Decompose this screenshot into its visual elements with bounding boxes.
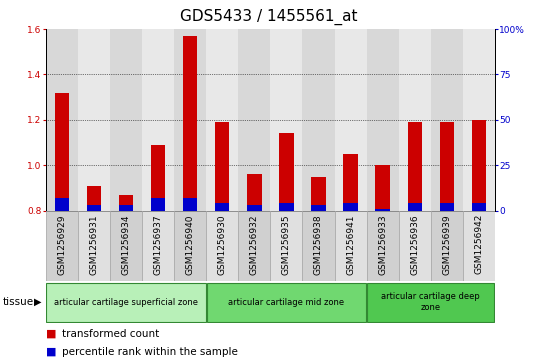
Bar [206, 29, 238, 211]
Bar [472, 120, 486, 211]
Bar [366, 29, 399, 211]
Bar [335, 29, 366, 211]
Bar [335, 211, 366, 281]
Bar [247, 205, 261, 211]
Text: GSM1256940: GSM1256940 [186, 214, 195, 274]
Text: GSM1256942: GSM1256942 [475, 214, 484, 274]
Bar [142, 211, 174, 281]
Bar [463, 211, 495, 281]
Bar [247, 174, 261, 211]
Bar [206, 211, 238, 281]
Bar [119, 195, 133, 211]
Text: GSM1256930: GSM1256930 [218, 214, 226, 275]
Bar [207, 282, 366, 322]
Bar [399, 211, 431, 281]
Bar [174, 29, 206, 211]
Text: articular cartilage deep
zone: articular cartilage deep zone [381, 293, 480, 312]
Bar [366, 211, 399, 281]
Bar [312, 205, 325, 211]
Bar [110, 211, 142, 281]
Text: percentile rank within the sample: percentile rank within the sample [62, 347, 238, 357]
Bar [376, 165, 390, 211]
Bar [87, 185, 101, 211]
Text: GSM1256936: GSM1256936 [410, 214, 419, 275]
Text: GSM1256941: GSM1256941 [346, 214, 355, 274]
Text: GSM1256929: GSM1256929 [57, 214, 66, 274]
Bar [151, 198, 165, 211]
Bar [87, 205, 101, 211]
Bar [270, 29, 302, 211]
Bar [46, 29, 78, 211]
Text: ■: ■ [46, 329, 56, 339]
Text: GSM1256934: GSM1256934 [122, 214, 130, 274]
Bar [54, 198, 69, 211]
Bar [312, 176, 325, 211]
Bar [302, 211, 335, 281]
Bar [78, 211, 110, 281]
Bar [54, 93, 69, 211]
Text: ■: ■ [46, 347, 56, 357]
Bar [407, 122, 422, 211]
Bar [431, 29, 463, 211]
Text: transformed count: transformed count [62, 329, 159, 339]
Text: articular cartilage mid zone: articular cartilage mid zone [228, 298, 344, 307]
Text: articular cartilage superficial zone: articular cartilage superficial zone [54, 298, 198, 307]
Text: GSM1256937: GSM1256937 [153, 214, 162, 275]
Bar [343, 203, 358, 211]
Text: GSM1256939: GSM1256939 [442, 214, 451, 275]
Bar [46, 211, 78, 281]
Bar [151, 145, 165, 211]
Bar [440, 203, 454, 211]
Bar [407, 203, 422, 211]
Text: ▶: ▶ [34, 297, 41, 307]
Bar [238, 211, 270, 281]
Text: GSM1256933: GSM1256933 [378, 214, 387, 275]
Bar [302, 29, 335, 211]
Bar [367, 282, 494, 322]
Bar [431, 211, 463, 281]
Bar [279, 133, 294, 211]
Bar [78, 29, 110, 211]
Text: tissue: tissue [3, 297, 34, 307]
Bar [46, 282, 206, 322]
Bar [215, 203, 229, 211]
Bar [463, 29, 495, 211]
Text: GDS5433 / 1455561_at: GDS5433 / 1455561_at [180, 9, 358, 25]
Bar [279, 203, 294, 211]
Bar [215, 122, 229, 211]
Bar [399, 29, 431, 211]
Bar [440, 122, 454, 211]
Text: GSM1256932: GSM1256932 [250, 214, 259, 274]
Text: GSM1256935: GSM1256935 [282, 214, 291, 275]
Bar [183, 36, 197, 211]
Text: GSM1256938: GSM1256938 [314, 214, 323, 275]
Bar [343, 154, 358, 211]
Bar [183, 198, 197, 211]
Bar [110, 29, 142, 211]
Bar [142, 29, 174, 211]
Bar [376, 209, 390, 211]
Bar [174, 211, 206, 281]
Bar [472, 203, 486, 211]
Bar [270, 211, 302, 281]
Bar [238, 29, 270, 211]
Text: GSM1256931: GSM1256931 [89, 214, 98, 275]
Bar [119, 205, 133, 211]
